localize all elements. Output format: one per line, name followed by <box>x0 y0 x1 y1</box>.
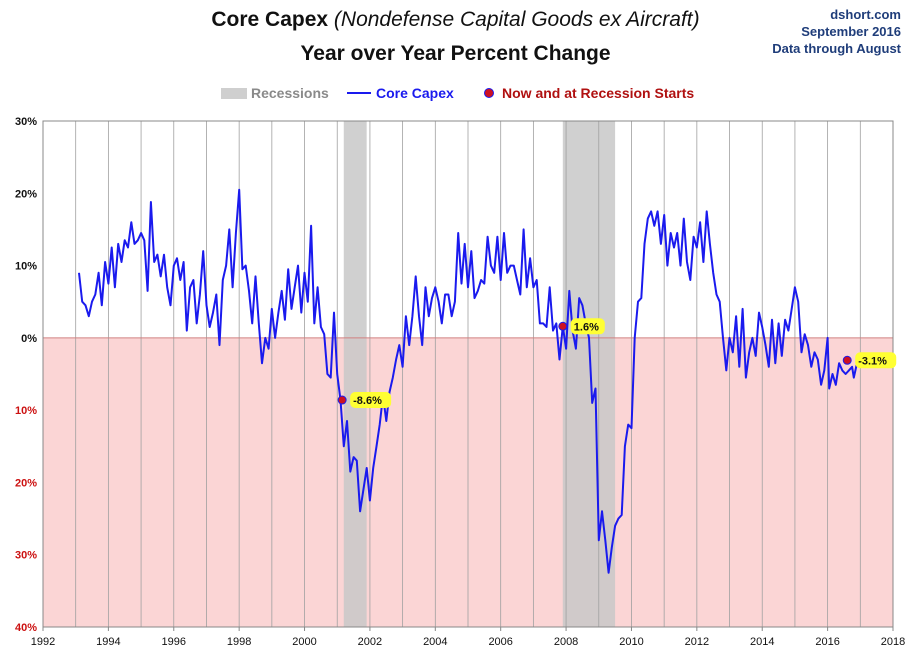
y-tick-label: 20% <box>15 477 37 489</box>
y-tick-label: 0% <box>21 333 37 345</box>
recession-band-1 <box>343 121 367 627</box>
x-tick-label: 2000 <box>292 636 316 648</box>
legend-label-markers: Now and at Recession Starts <box>502 85 695 101</box>
marker-point-2 <box>558 321 568 331</box>
source-site: dshort.com <box>830 7 901 22</box>
source-date: September 2016 <box>801 24 901 39</box>
series-line-core-capex <box>78 188 861 574</box>
y-tick-label: 10% <box>15 405 37 417</box>
recession-swatch-icon <box>221 87 247 99</box>
marker-label-3: -3.1% <box>858 355 887 367</box>
x-tick-label: 1994 <box>96 636 120 648</box>
x-tick-label: 2014 <box>750 636 774 648</box>
x-tick-label: 1996 <box>162 636 186 648</box>
y-tick-label: 40% <box>15 622 37 634</box>
title-parenthetical: (Nondefense Capital Goods ex Aircraft) <box>333 8 700 31</box>
legend-item-markers: Now and at Recession Starts <box>484 84 694 102</box>
title-main: Core Capex <box>211 8 329 31</box>
x-tick-label: 2004 <box>423 636 447 648</box>
marker-label-bg-1 <box>350 392 392 409</box>
x-tick-label: 2018 <box>881 636 905 648</box>
x-tick-label: 2002 <box>358 636 382 648</box>
y-tick-label: 30% <box>15 550 37 562</box>
dot-swatch-icon <box>484 88 494 98</box>
marker-point-3 <box>842 355 852 365</box>
chart-subtitle: Year over Year Percent Change <box>300 42 611 65</box>
marker-label-bg-3 <box>855 352 897 369</box>
plot-frame <box>42 120 894 628</box>
legend-item-series: Core Capex <box>347 84 454 102</box>
y-tick-label: 10% <box>15 261 37 273</box>
x-tick-label: 1998 <box>227 636 251 648</box>
marker-point-1 <box>337 395 347 405</box>
source-block: dshort.com September 2016 Data through A… <box>701 6 901 57</box>
legend-label-recessions: Recessions <box>251 85 329 101</box>
y-tick-label: 20% <box>15 188 37 200</box>
x-tick-label: 1992 <box>31 636 55 648</box>
chart-legend: Recessions Core Capex Now and at Recessi… <box>0 84 911 102</box>
legend-item-recessions: Recessions <box>221 84 329 102</box>
x-tick-label: 2008 <box>554 636 578 648</box>
y-tick-label: 30% <box>15 116 37 128</box>
source-note: Data through August <box>772 41 901 56</box>
legend-label-series: Core Capex <box>376 85 454 101</box>
marker-label-bg-2 <box>570 318 605 335</box>
x-tick-label: 2016 <box>815 636 839 648</box>
x-tick-label: 2012 <box>685 636 709 648</box>
marker-label-1: -8.6% <box>353 395 382 407</box>
marker-label-2: 1.6% <box>574 321 599 333</box>
chart-title: Core Capex (Nondefense Capital Goods ex … <box>0 8 911 32</box>
x-tick-label: 2006 <box>488 636 512 648</box>
x-tick-label: 2010 <box>619 636 643 648</box>
line-swatch-icon <box>347 92 371 94</box>
